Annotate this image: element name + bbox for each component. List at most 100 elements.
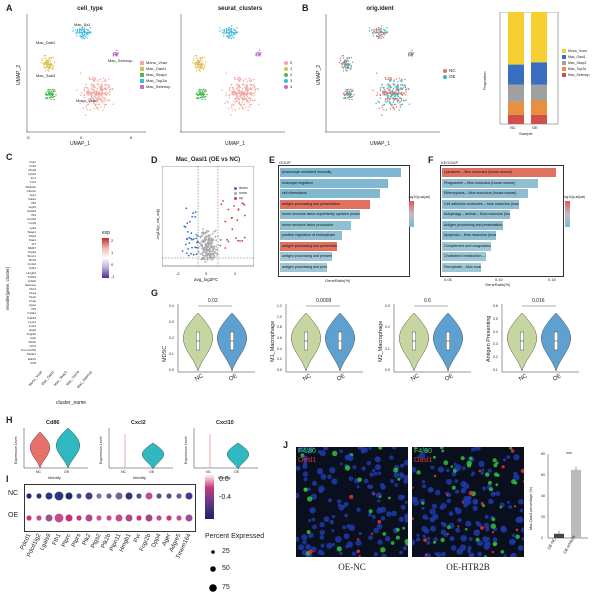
nucleus bbox=[518, 499, 524, 505]
heatmap-gene-label: Ms4a7 bbox=[26, 352, 36, 357]
umap-point bbox=[223, 30, 226, 33]
volcano-point bbox=[212, 248, 215, 251]
oasl1-signal bbox=[373, 492, 376, 496]
umap-point bbox=[238, 103, 241, 105]
umap-point bbox=[43, 63, 46, 65]
umap-point bbox=[384, 100, 386, 102]
nucleus bbox=[377, 539, 383, 545]
umap-point bbox=[390, 78, 393, 80]
umap-point bbox=[202, 94, 205, 97]
p-value-label: 0.6 bbox=[424, 298, 431, 304]
volcano-point bbox=[210, 237, 213, 240]
volcano-xtick: -2 bbox=[176, 271, 180, 276]
nucleus bbox=[398, 516, 404, 522]
umap-point bbox=[378, 107, 381, 110]
umap-point bbox=[250, 79, 252, 82]
umap-point bbox=[201, 98, 203, 101]
nucleus bbox=[327, 474, 332, 479]
nucleus bbox=[344, 513, 348, 518]
umap-point bbox=[246, 94, 248, 97]
heatmap-gene-label: Ifit1 bbox=[31, 213, 36, 218]
violin-ytick: 0.3 bbox=[169, 320, 174, 324]
nucleus bbox=[476, 529, 480, 533]
umap-point bbox=[396, 101, 399, 103]
umap-point bbox=[348, 62, 350, 65]
proportion-segment bbox=[531, 84, 547, 101]
umap-point bbox=[93, 100, 95, 103]
heatmap-gene-label: Ctsb bbox=[29, 336, 36, 341]
nucleus bbox=[440, 521, 445, 526]
legend-item: 1 bbox=[284, 66, 292, 72]
umap-point bbox=[368, 30, 371, 32]
umap-point bbox=[192, 57, 195, 60]
umap-point bbox=[344, 59, 347, 61]
umap-point bbox=[49, 94, 51, 96]
umap-point bbox=[53, 61, 56, 63]
umap-point bbox=[82, 107, 85, 110]
umap-point bbox=[84, 86, 86, 89]
f480-signal bbox=[460, 456, 465, 461]
umap-point bbox=[226, 30, 228, 32]
umap-point bbox=[219, 30, 221, 32]
f480-signal bbox=[441, 449, 445, 453]
umap-point bbox=[343, 60, 346, 63]
legend-label: 3 bbox=[290, 78, 293, 83]
umap-point bbox=[345, 93, 347, 95]
volcano-point bbox=[185, 207, 188, 210]
volcano-point bbox=[241, 240, 244, 242]
violin-ylabel: M1_Macrophage bbox=[270, 320, 276, 362]
volcano-point bbox=[187, 254, 190, 257]
nucleus bbox=[404, 500, 408, 504]
nucleus bbox=[404, 513, 408, 520]
heatmap-gene-label: Rsad2 bbox=[27, 209, 36, 214]
umap-point bbox=[251, 94, 253, 97]
umap-point bbox=[397, 86, 399, 88]
umap-point bbox=[226, 100, 228, 103]
kegg-xlabel: GeneRatio(%) bbox=[485, 282, 511, 287]
umap-point bbox=[83, 31, 85, 34]
umap-point bbox=[203, 66, 206, 68]
umap-point bbox=[393, 79, 396, 81]
heatmap-legend-tick: 1 bbox=[111, 250, 114, 255]
umap-point bbox=[239, 91, 241, 93]
umap-point bbox=[411, 49, 413, 51]
umap-point bbox=[408, 103, 411, 105]
umap-point bbox=[339, 57, 342, 60]
legend-item: Mac_Skap1 bbox=[562, 60, 589, 66]
umap-point bbox=[401, 103, 403, 106]
f480-signal bbox=[496, 473, 500, 477]
nucleus bbox=[415, 537, 421, 542]
nucleus bbox=[345, 545, 349, 549]
dot-oe bbox=[106, 515, 112, 521]
umap-point bbox=[253, 100, 255, 102]
oasl1-signal bbox=[356, 549, 361, 553]
heatmap-gene-label: Cxcl9 bbox=[28, 221, 36, 226]
umap-point bbox=[237, 89, 240, 92]
nucleus bbox=[478, 460, 485, 468]
f480-signal bbox=[451, 485, 456, 490]
oasl1-signal bbox=[480, 502, 484, 505]
nucleus bbox=[450, 545, 457, 551]
violin-ylabel: M2_Macrophage bbox=[378, 320, 384, 362]
oasl1-signal bbox=[457, 525, 460, 528]
violin-groups bbox=[177, 304, 579, 373]
umap-point bbox=[101, 94, 103, 97]
umap-point bbox=[199, 97, 202, 99]
umap-point bbox=[237, 83, 239, 86]
umap-point bbox=[384, 91, 386, 93]
nucleus bbox=[335, 536, 342, 543]
umap-point bbox=[244, 87, 247, 89]
volcano-point bbox=[237, 239, 239, 242]
umap-point bbox=[40, 61, 42, 64]
volcano-point bbox=[194, 246, 197, 249]
umap-point bbox=[51, 92, 53, 94]
umap-point bbox=[106, 99, 109, 102]
umap-point bbox=[227, 37, 230, 39]
umap-point bbox=[204, 98, 206, 101]
nucleus bbox=[336, 499, 342, 504]
umap-point bbox=[241, 91, 243, 93]
nucleus bbox=[400, 463, 405, 468]
umap-point bbox=[97, 79, 100, 81]
umap-point bbox=[236, 87, 238, 90]
volcano-point bbox=[185, 243, 187, 246]
